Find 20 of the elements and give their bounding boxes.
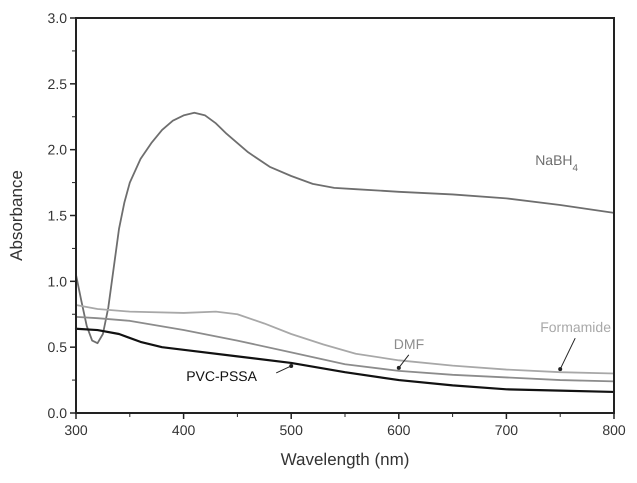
x-axis-title: Wavelength (nm) — [280, 450, 410, 469]
y-tick-label: 2.5 — [48, 76, 68, 92]
x-tick-label: 600 — [387, 422, 411, 438]
y-tick-label: 0.0 — [48, 405, 68, 421]
y-axis-title: Absorbance — [7, 170, 26, 261]
text: NaBH$_{4}$ — [535, 152, 579, 174]
x-tick-label: 700 — [494, 422, 518, 438]
x-tick-label: 300 — [64, 422, 88, 438]
y-tick-label: 2.0 — [48, 142, 68, 158]
y-tick-label: 1.0 — [48, 273, 68, 290]
series-label: DMF — [394, 336, 424, 352]
y-tick-label: 3.0 — [48, 10, 68, 26]
x-tick-label: 500 — [280, 422, 304, 438]
y-tick-label: 0.5 — [48, 339, 68, 356]
line-series — [75, 316, 615, 382]
text: Formamide — [540, 319, 612, 336]
series-label: PVC-PSSA — [186, 368, 258, 384]
x-tick-label: 400 — [172, 422, 196, 438]
x-tick-label: 800 — [602, 422, 626, 438]
y-tick-label: 1.5 — [48, 208, 68, 224]
